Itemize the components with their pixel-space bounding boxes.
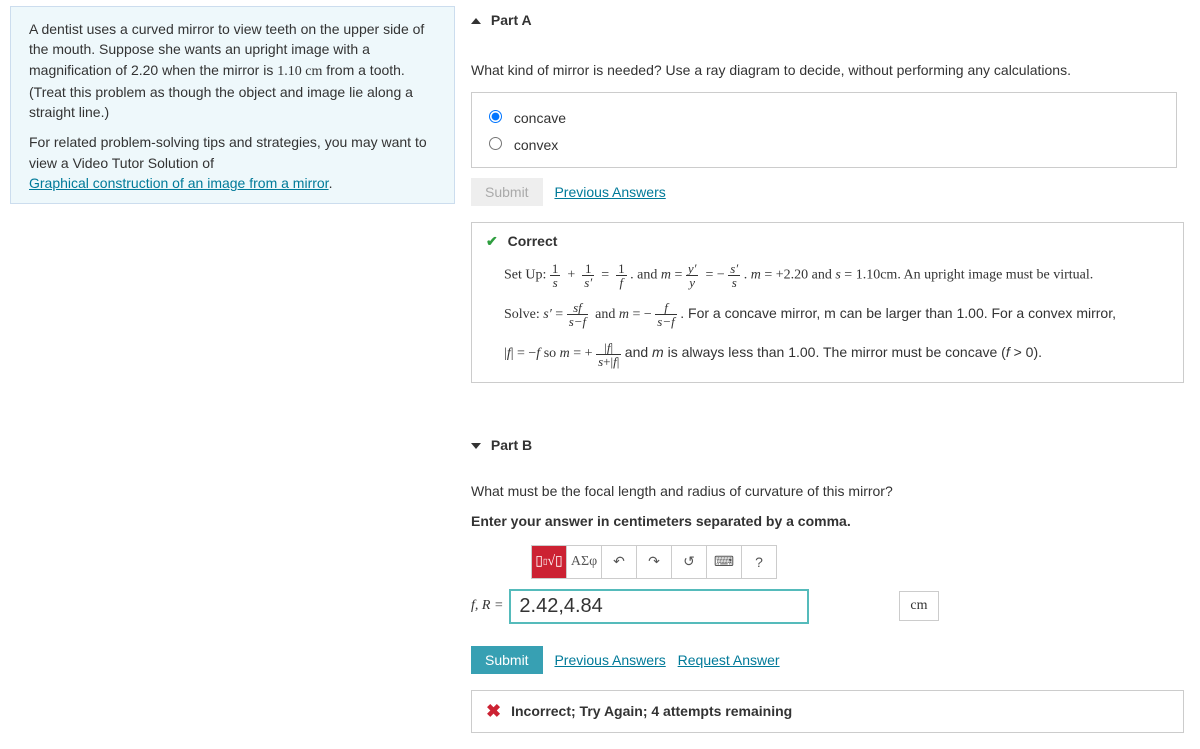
previous-answers-link-b[interactable]: Previous Answers: [554, 652, 665, 668]
part-b-question: What must be the focal length and radius…: [471, 483, 1190, 499]
greek-button[interactable]: ΑΣφ: [567, 546, 602, 578]
radio-convex-label: convex: [514, 137, 558, 153]
incorrect-text: Incorrect; Try Again; 4 attempts remaini…: [511, 703, 792, 719]
caret-up-icon: [471, 18, 481, 24]
tips-link[interactable]: Graphical construction of an image from …: [29, 175, 329, 191]
part-a-question: What kind of mirror is needed? Use a ray…: [471, 62, 1190, 78]
answer-toolbar: ▯▯√▯ ΑΣφ ↶ ↷ ↺ ⌨ ?: [531, 545, 777, 579]
submit-button-a: Submit: [471, 178, 543, 206]
tips-text: For related problem-solving tips and str…: [29, 132, 436, 193]
radio-concave-label: concave: [514, 110, 566, 126]
help-icon[interactable]: ?: [742, 546, 776, 578]
correct-label: Correct: [508, 233, 558, 249]
answer-unit: cm: [899, 591, 938, 621]
redo-icon[interactable]: ↷: [637, 546, 672, 578]
problem-text: A dentist uses a curved mirror to view t…: [29, 19, 436, 122]
answer-label: f, R =: [471, 598, 503, 614]
part-a-title: Part A: [491, 12, 532, 28]
problem-distance: 1.10 cm: [277, 64, 322, 79]
part-b-instruction: Enter your answer in centimeters separat…: [471, 513, 1184, 529]
radio-convex-input[interactable]: [489, 137, 502, 150]
correct-feedback-box: ✔ Correct Set Up: 1s + 1s′ = 1f . and m …: [471, 222, 1184, 383]
part-b-header[interactable]: Part B: [465, 433, 1190, 457]
keyboard-icon[interactable]: ⌨: [707, 546, 742, 578]
templates-icon[interactable]: ▯▯√▯: [532, 546, 567, 578]
tips-text-pre: For related problem-solving tips and str…: [29, 134, 427, 170]
undo-icon[interactable]: ↶: [602, 546, 637, 578]
incorrect-feedback-box: ✖ Incorrect; Try Again; 4 attempts remai…: [471, 690, 1184, 733]
answer-input[interactable]: [509, 589, 809, 624]
radio-concave-input[interactable]: [489, 110, 502, 123]
radio-concave[interactable]: concave: [484, 103, 1164, 130]
setup-line: Set Up: 1s + 1s′ = 1f . and m = y′y = − …: [504, 262, 1169, 289]
abs-line: |f| = −f so m = + |f|s+|f| and m is alwa…: [504, 340, 1169, 367]
solve-line: Solve: s′ = sfs−f and m = − fs−f . For a…: [504, 301, 1169, 328]
part-a-header[interactable]: Part A: [465, 8, 1190, 32]
x-icon: ✖: [486, 701, 501, 722]
mirror-type-radio-group: concave convex: [471, 92, 1177, 168]
radio-convex[interactable]: convex: [484, 130, 1164, 157]
problem-sidebar: A dentist uses a curved mirror to view t…: [10, 6, 455, 204]
part-b-title: Part B: [491, 437, 532, 453]
check-icon: ✔: [486, 233, 498, 249]
main-content: Part A What kind of mirror is needed? Us…: [465, 0, 1200, 749]
submit-button-b[interactable]: Submit: [471, 646, 543, 674]
caret-down-icon: [471, 443, 481, 449]
reset-icon[interactable]: ↺: [672, 546, 707, 578]
previous-answers-link-a[interactable]: Previous Answers: [554, 184, 665, 200]
request-answer-link[interactable]: Request Answer: [678, 652, 780, 668]
